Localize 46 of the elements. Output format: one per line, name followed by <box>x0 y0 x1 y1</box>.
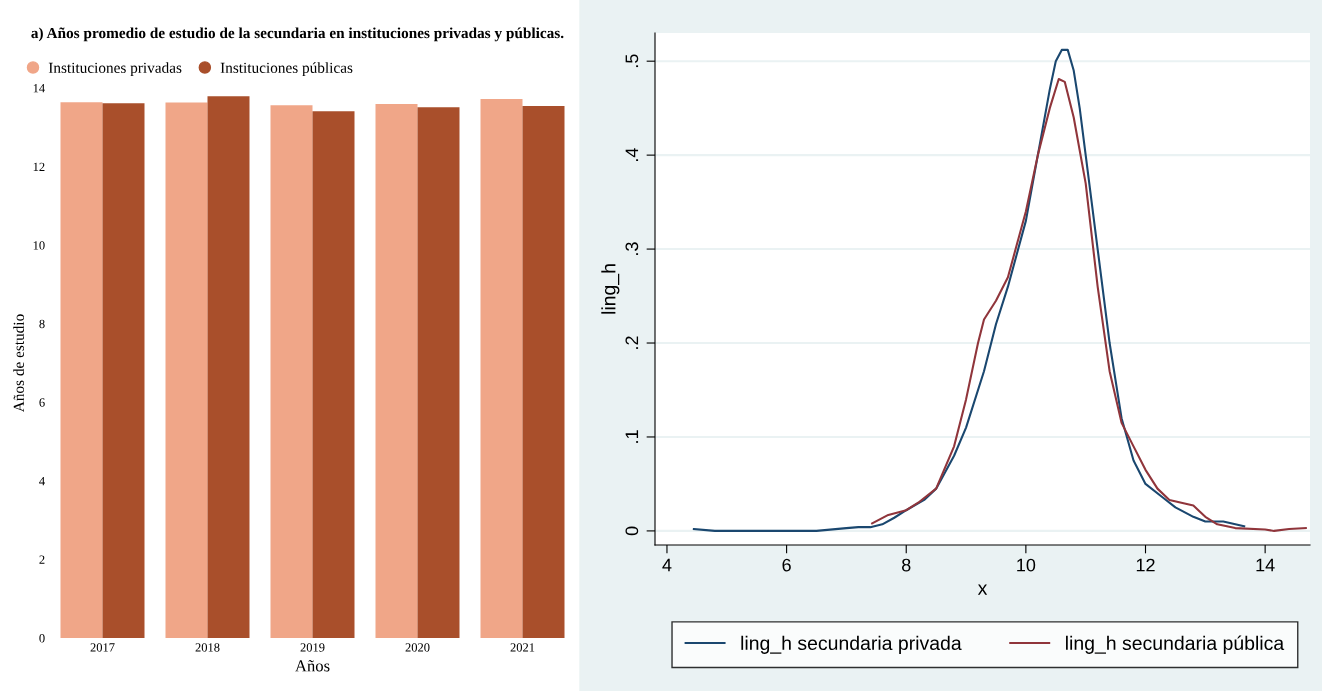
legend-label: Instituciones públicas <box>220 62 353 77</box>
chart-title: a) Años promedio de estudio de la secundaria en instituciones privadas y públicas. <box>31 27 564 42</box>
legend-label: ling_h secundaria pública <box>1066 635 1285 654</box>
bar <box>270 105 313 638</box>
bar <box>60 102 103 638</box>
y-tick-label: 6 <box>39 398 45 407</box>
y-tick-label: 14 <box>33 84 45 93</box>
y-axis-title: Años de estudio <box>13 314 24 413</box>
y-tick-label: .4 <box>625 148 639 162</box>
x-tick-label: 6 <box>782 558 791 572</box>
x-axis-title: Años <box>295 660 330 672</box>
line-series <box>692 48 1246 532</box>
x-tick-label: 2021 <box>510 643 535 652</box>
x-tick-label: 2018 <box>195 643 220 652</box>
bar <box>375 104 418 638</box>
x-tick-label: 12 <box>1136 558 1155 572</box>
legend-label: ling_h secundaria privada <box>741 635 962 654</box>
x-tick-label: 2017 <box>90 643 115 652</box>
x-tick-label: 4 <box>662 558 672 572</box>
y-tick-label: .2 <box>625 336 639 349</box>
bar <box>522 106 565 638</box>
y-tick-label: 0 <box>39 634 45 643</box>
line-series <box>871 77 1307 532</box>
y-axis-title: ling_h <box>601 264 620 314</box>
y-tick-label: 4 <box>39 476 45 486</box>
bar <box>480 99 523 638</box>
x-tick-label: 2020 <box>405 643 430 652</box>
y-tick-label: .3 <box>625 242 639 255</box>
y-tick-label: 10 <box>33 241 45 250</box>
y-tick-label: 0 <box>625 526 639 536</box>
bar <box>417 107 460 638</box>
y-tick-label: .1 <box>625 430 639 443</box>
x-tick-label: 2019 <box>300 643 325 652</box>
y-tick-label: 12 <box>33 162 45 171</box>
bar <box>312 111 355 638</box>
bar <box>165 102 208 638</box>
bar <box>102 103 145 638</box>
bar <box>207 96 250 638</box>
x-tick-label: 14 <box>1256 558 1275 572</box>
y-tick-label: .5 <box>625 54 639 68</box>
x-tick-label: 8 <box>902 558 911 572</box>
y-tick-label: 2 <box>39 555 45 564</box>
y-tick-label: 8 <box>39 319 45 329</box>
x-tick-label: 10 <box>1017 558 1036 572</box>
x-axis-title: x <box>977 584 988 595</box>
legend-label: Instituciones privadas <box>48 62 182 77</box>
